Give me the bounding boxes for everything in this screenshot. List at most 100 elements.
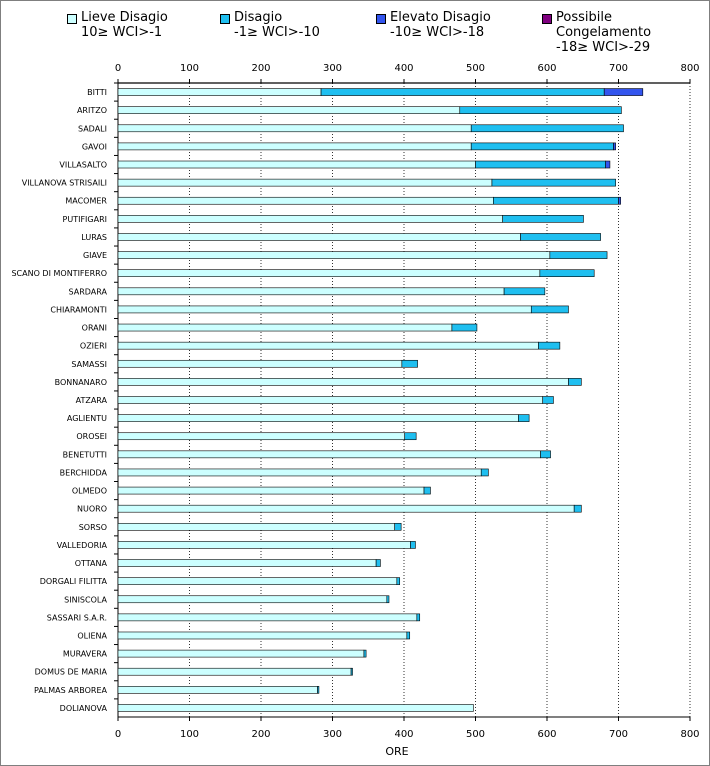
legend-swatch-lieve-disagio bbox=[67, 14, 77, 24]
category-label-32: DOMUS DE MARIA bbox=[35, 668, 108, 677]
bar-disagio-33 bbox=[317, 686, 320, 694]
bar-lieve-disagio-34 bbox=[117, 704, 474, 712]
bar-lieve-disagio-7 bbox=[117, 215, 503, 223]
legend-range-disagio: -1≥ WCI>-10 bbox=[234, 25, 320, 40]
legend-range-lieve-disagio: 10≥ WCI>-1 bbox=[81, 25, 163, 40]
category-label-19: OROSEI bbox=[76, 432, 107, 441]
bar-lieve-disagio-10 bbox=[117, 269, 541, 278]
bar-disagio-19 bbox=[404, 432, 417, 441]
legend-label-possibile-congelamento: Possibile Congelamento bbox=[556, 10, 652, 40]
category-label-24: SORSO bbox=[79, 523, 107, 532]
tick-label-bottom-100: 100 bbox=[180, 729, 199, 740]
bar-disagio-21 bbox=[480, 468, 489, 477]
category-label-10: SCANO DI MONTIFERRO bbox=[11, 269, 107, 278]
bar-elevato-disagio-6 bbox=[618, 196, 621, 205]
bar-lieve-disagio-20 bbox=[117, 450, 541, 459]
bar-disagio-16 bbox=[568, 378, 582, 386]
bar-lieve-disagio-25 bbox=[117, 541, 411, 549]
bar-disagio-6 bbox=[493, 196, 619, 205]
tick-label-top-300: 300 bbox=[323, 63, 342, 74]
bar-elevato-disagio-4 bbox=[605, 160, 611, 169]
bar-lieve-disagio-2 bbox=[117, 124, 472, 133]
bar-disagio-0 bbox=[320, 88, 605, 96]
bar-lieve-disagio-0 bbox=[117, 88, 322, 96]
bar-lieve-disagio-31 bbox=[117, 649, 365, 658]
legend-swatch-elevato-disagio bbox=[376, 14, 386, 24]
bar-lieve-disagio-4 bbox=[117, 160, 476, 169]
bar-lieve-disagio-9 bbox=[117, 251, 551, 259]
bar-lieve-disagio-24 bbox=[117, 522, 396, 531]
tick-label-top-400: 400 bbox=[394, 63, 413, 74]
tick-label-bottom-0: 0 bbox=[115, 729, 121, 740]
bar-elevato-disagio-0 bbox=[603, 88, 644, 96]
legend-swatch-possibile-congelamento bbox=[542, 14, 552, 24]
tick-label-bottom-400: 400 bbox=[394, 729, 413, 740]
bar-lieve-disagio-30 bbox=[117, 631, 408, 640]
legend-label-disagio: Disagio bbox=[234, 10, 283, 25]
bar-disagio-31 bbox=[363, 649, 367, 658]
bar-disagio-10 bbox=[539, 269, 595, 278]
tick-label-top-700: 700 bbox=[609, 63, 628, 74]
tick-label-top-500: 500 bbox=[466, 63, 485, 74]
category-label-29: SASSARI S.A.R. bbox=[47, 613, 107, 622]
category-label-14: OZIERI bbox=[80, 342, 107, 351]
tick-label-bottom-500: 500 bbox=[466, 729, 485, 740]
bar-disagio-15 bbox=[401, 359, 418, 368]
tick-label-bottom-300: 300 bbox=[323, 729, 342, 740]
category-label-23: NUORO bbox=[77, 505, 107, 514]
legend-range-elevato-disagio: -10≥ WCI>-18 bbox=[390, 25, 485, 40]
category-label-17: ATZARA bbox=[76, 396, 108, 405]
bar-lieve-disagio-1 bbox=[117, 106, 461, 114]
bar-disagio-30 bbox=[406, 631, 411, 640]
bar-disagio-5 bbox=[491, 178, 616, 187]
bar-lieve-disagio-21 bbox=[117, 468, 482, 477]
category-label-9: GIAVE bbox=[83, 251, 107, 260]
category-label-33: PALMAS ARBOREA bbox=[34, 686, 108, 695]
bar-disagio-29 bbox=[416, 613, 421, 622]
category-label-6: MACOMER bbox=[65, 197, 107, 206]
category-label-34: DOLIANOVA bbox=[60, 704, 108, 713]
bar-lieve-disagio-17 bbox=[117, 396, 544, 404]
category-label-28: SINISCOLA bbox=[64, 595, 107, 604]
category-label-8: LURAS bbox=[81, 233, 107, 242]
bar-lieve-disagio-29 bbox=[117, 613, 418, 622]
bar-lieve-disagio-5 bbox=[117, 178, 493, 187]
bar-disagio-18 bbox=[518, 414, 530, 422]
bar-lieve-disagio-12 bbox=[117, 305, 532, 314]
bar-disagio-32 bbox=[350, 667, 353, 676]
bar-disagio-25 bbox=[410, 541, 416, 549]
tick-label-top-800: 800 bbox=[680, 63, 699, 74]
bar-disagio-1 bbox=[459, 106, 622, 114]
bar-lieve-disagio-11 bbox=[117, 287, 505, 296]
bar-lieve-disagio-23 bbox=[117, 504, 575, 513]
category-label-0: BITTI bbox=[87, 88, 107, 97]
bar-disagio-20 bbox=[540, 450, 551, 459]
category-label-25: VALLEDORIA bbox=[57, 541, 108, 550]
bar-lieve-disagio-15 bbox=[117, 359, 403, 368]
category-label-11: SARDARA bbox=[69, 287, 108, 296]
category-label-13: ORANI bbox=[82, 324, 107, 333]
category-label-18: AGLIENTU bbox=[67, 414, 107, 423]
category-label-22: OLMEDO bbox=[72, 487, 107, 496]
bar-elevato-disagio-3 bbox=[613, 142, 616, 151]
category-label-7: PUTIFIGARI bbox=[63, 215, 107, 224]
bar-lieve-disagio-27 bbox=[117, 577, 398, 585]
bar-lieve-disagio-14 bbox=[117, 341, 539, 350]
bar-lieve-disagio-22 bbox=[117, 486, 425, 495]
category-label-21: BERCHIDDA bbox=[60, 468, 108, 477]
legend-label-lieve-disagio: Lieve Disagio bbox=[81, 10, 168, 25]
bar-lieve-disagio-18 bbox=[117, 414, 519, 422]
bar-lieve-disagio-19 bbox=[117, 432, 406, 441]
bar-lieve-disagio-33 bbox=[117, 686, 318, 694]
legend-swatch-disagio bbox=[220, 14, 230, 24]
bar-lieve-disagio-8 bbox=[117, 233, 521, 241]
category-label-4: VILLASALTO bbox=[59, 161, 107, 170]
bar-lieve-disagio-3 bbox=[117, 142, 472, 151]
category-label-16: BONNANARO bbox=[55, 378, 107, 387]
bar-disagio-14 bbox=[538, 341, 561, 350]
bar-disagio-27 bbox=[396, 577, 401, 585]
category-label-2: SADALI bbox=[78, 124, 107, 133]
tick-label-bottom-800: 800 bbox=[680, 729, 699, 740]
tick-label-bottom-700: 700 bbox=[609, 729, 628, 740]
